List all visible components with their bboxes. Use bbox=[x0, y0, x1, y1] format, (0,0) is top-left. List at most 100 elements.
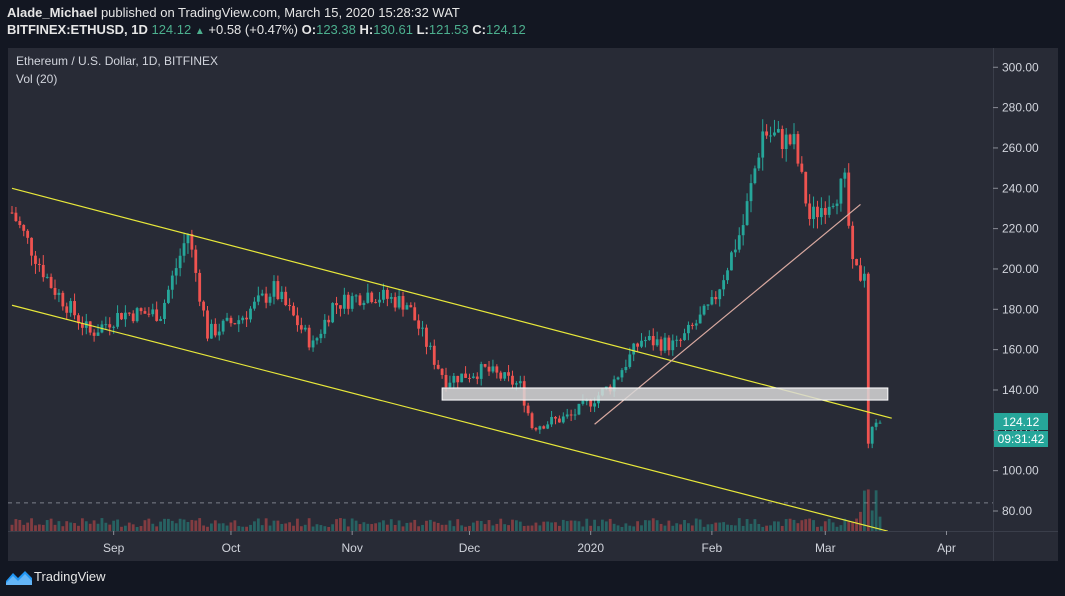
volume-bar bbox=[608, 518, 612, 531]
volume-bar bbox=[593, 519, 596, 531]
publish-line: Alade_Michael published on TradingView.c… bbox=[7, 5, 460, 20]
volume-bar bbox=[346, 526, 350, 531]
last-price-value: 124.12 bbox=[151, 22, 192, 37]
candle-body bbox=[10, 212, 14, 214]
candle-body bbox=[651, 335, 655, 346]
volume-bar bbox=[182, 519, 186, 531]
volume-bar bbox=[839, 525, 843, 531]
candle-body bbox=[456, 375, 460, 383]
volume-bar bbox=[405, 522, 409, 531]
volume-bar bbox=[843, 518, 847, 531]
volume-bar bbox=[245, 526, 248, 531]
volume-bar bbox=[718, 522, 722, 531]
candle-body bbox=[151, 309, 155, 315]
candle-body bbox=[765, 131, 769, 136]
volume-bar bbox=[170, 520, 174, 531]
candle-body bbox=[374, 302, 378, 304]
candle-body bbox=[683, 333, 686, 341]
volume-bar bbox=[796, 523, 800, 531]
candle-body bbox=[57, 292, 61, 295]
volume-bar bbox=[800, 520, 804, 531]
candle-body bbox=[194, 249, 198, 273]
candle-body bbox=[30, 237, 33, 256]
volume-bar bbox=[378, 522, 381, 531]
candle-body bbox=[440, 368, 444, 375]
candle-body bbox=[260, 293, 264, 296]
volume-bar bbox=[268, 525, 272, 531]
candle-body bbox=[479, 364, 483, 379]
volume-bar bbox=[550, 522, 553, 531]
candle-body bbox=[507, 372, 510, 376]
volume-bar bbox=[100, 518, 104, 531]
candle-body bbox=[452, 375, 456, 383]
volume-bar bbox=[319, 525, 323, 531]
candle-body bbox=[628, 354, 632, 367]
candle-body bbox=[874, 422, 878, 427]
candle-body bbox=[647, 335, 651, 341]
volume-bar bbox=[659, 523, 663, 531]
volume-bar bbox=[65, 521, 69, 531]
candle-body bbox=[272, 281, 276, 297]
volume-bar bbox=[280, 523, 284, 531]
price-tick-label: 200.00 bbox=[1002, 262, 1039, 276]
resistance-zone bbox=[441, 387, 889, 401]
volume-bar bbox=[292, 525, 295, 531]
volume-bar bbox=[565, 521, 569, 531]
volume-bar bbox=[155, 526, 159, 531]
candle-body bbox=[565, 414, 569, 417]
candle-body bbox=[370, 292, 374, 303]
candle-body bbox=[753, 168, 757, 184]
volume-bar bbox=[151, 523, 155, 531]
channel-line bbox=[11, 304, 888, 531]
candle-body bbox=[432, 345, 436, 365]
price-tick-label: 140.00 bbox=[1002, 383, 1039, 397]
header-bar: Alade_Michael published on TradingView.c… bbox=[0, 0, 1065, 46]
price-axis[interactable] bbox=[993, 48, 1058, 531]
volume-bar bbox=[851, 521, 855, 531]
candle-body bbox=[299, 325, 303, 330]
volume-bar bbox=[561, 519, 565, 531]
candle-body bbox=[92, 332, 96, 336]
time-tick-label: Mar bbox=[815, 541, 836, 555]
volume-bar bbox=[370, 524, 374, 531]
candle-body bbox=[593, 403, 596, 407]
candle-body bbox=[123, 312, 127, 320]
volume-bar bbox=[475, 520, 479, 531]
volume-bar bbox=[256, 518, 260, 531]
candle-body bbox=[428, 345, 432, 347]
volume-bar bbox=[206, 526, 209, 531]
volume-bar bbox=[397, 520, 401, 531]
volume-bar bbox=[432, 521, 436, 531]
candle-body bbox=[393, 297, 397, 308]
candle-body bbox=[475, 376, 479, 379]
volume-bar bbox=[315, 524, 319, 531]
volume-bar bbox=[440, 524, 444, 531]
time-axis[interactable] bbox=[8, 531, 993, 562]
volume-bar bbox=[296, 518, 299, 531]
candle-body bbox=[812, 206, 815, 220]
volume-bar bbox=[675, 523, 679, 531]
last-price-label: 124.12 bbox=[1003, 415, 1040, 429]
high-value: 130.61 bbox=[373, 22, 413, 37]
candle-body bbox=[870, 426, 874, 444]
candle-body bbox=[706, 304, 710, 306]
candles bbox=[10, 119, 882, 449]
author-name[interactable]: Alade_Michael bbox=[7, 5, 98, 20]
candle-body bbox=[323, 319, 327, 334]
volume-bar bbox=[131, 524, 135, 531]
candle-body bbox=[659, 339, 663, 351]
candle-body bbox=[296, 315, 299, 326]
volume-bar bbox=[538, 525, 542, 531]
volume-bar bbox=[878, 516, 882, 531]
volume-bar bbox=[624, 523, 628, 531]
candle-body bbox=[37, 263, 41, 265]
low-label: L: bbox=[416, 22, 429, 37]
chart-legend-title: Ethereum / U.S. Dollar, 1D, BITFINEX bbox=[16, 54, 219, 68]
candle-body bbox=[315, 338, 319, 341]
volume-bar bbox=[26, 522, 30, 531]
volume-bar bbox=[80, 518, 84, 531]
candle-body bbox=[624, 366, 628, 371]
candle-body bbox=[526, 405, 530, 414]
price-tick-label: 240.00 bbox=[1002, 181, 1039, 195]
